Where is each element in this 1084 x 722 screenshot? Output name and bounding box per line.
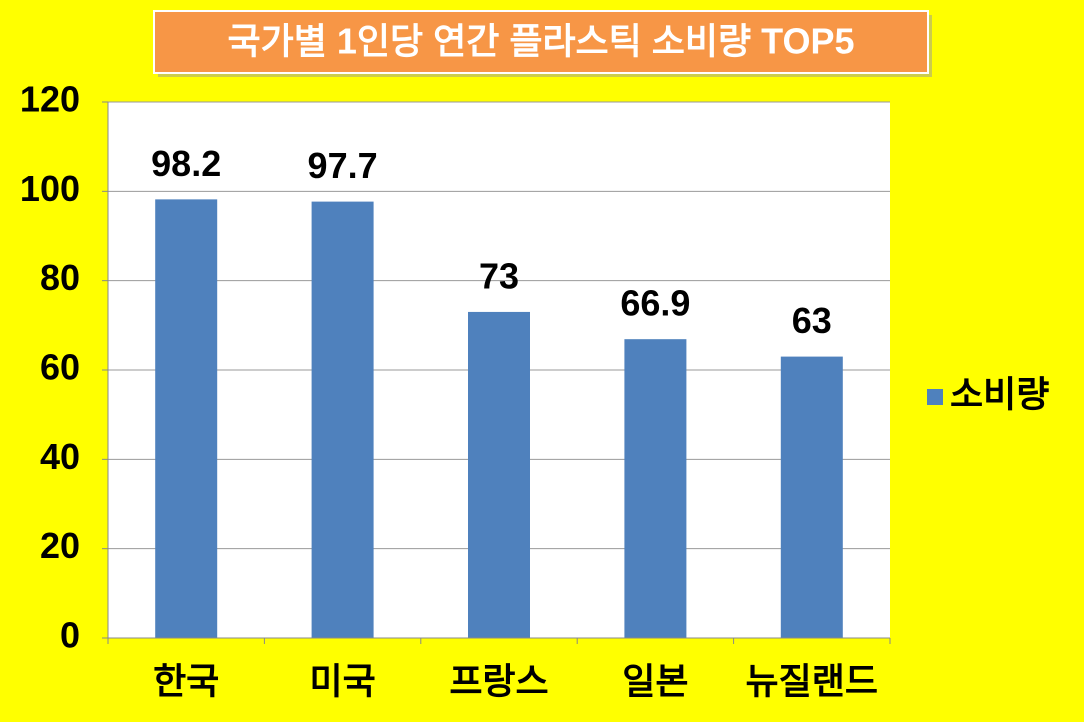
y-tick-label: 80: [40, 257, 80, 298]
chart-title: 국가별 1인당 연간 플라스틱 소비량 TOP5: [227, 21, 854, 62]
x-tick-label: 한국: [153, 661, 219, 702]
x-tick-label: 프랑스: [449, 661, 548, 702]
data-label: 63: [792, 300, 832, 341]
marks: [155, 199, 843, 638]
legend-label: 소비량: [950, 374, 1049, 415]
y-tick-label: 60: [40, 347, 80, 388]
data-label: 98.2: [151, 143, 221, 184]
x-tick-label: 뉴질랜드: [746, 661, 878, 702]
y-tick-label: 100: [20, 168, 80, 209]
legend-swatch: [927, 389, 943, 405]
x-tick-label: 미국: [309, 661, 375, 702]
y-tick-label: 40: [40, 436, 80, 477]
x-tick-label: 일본: [622, 661, 688, 702]
y-tick-label: 20: [40, 525, 80, 566]
data-label: 66.9: [620, 283, 690, 324]
y-tick-label: 0: [60, 615, 80, 656]
bar: [155, 199, 218, 638]
bar: [780, 356, 843, 638]
data-label: 97.7: [308, 145, 378, 186]
title-box: [153, 10, 929, 74]
bar: [468, 311, 530, 638]
bar: [624, 339, 687, 638]
data-label: 73: [479, 255, 519, 296]
y-tick-label: 120: [20, 79, 80, 120]
bar: [311, 201, 374, 638]
